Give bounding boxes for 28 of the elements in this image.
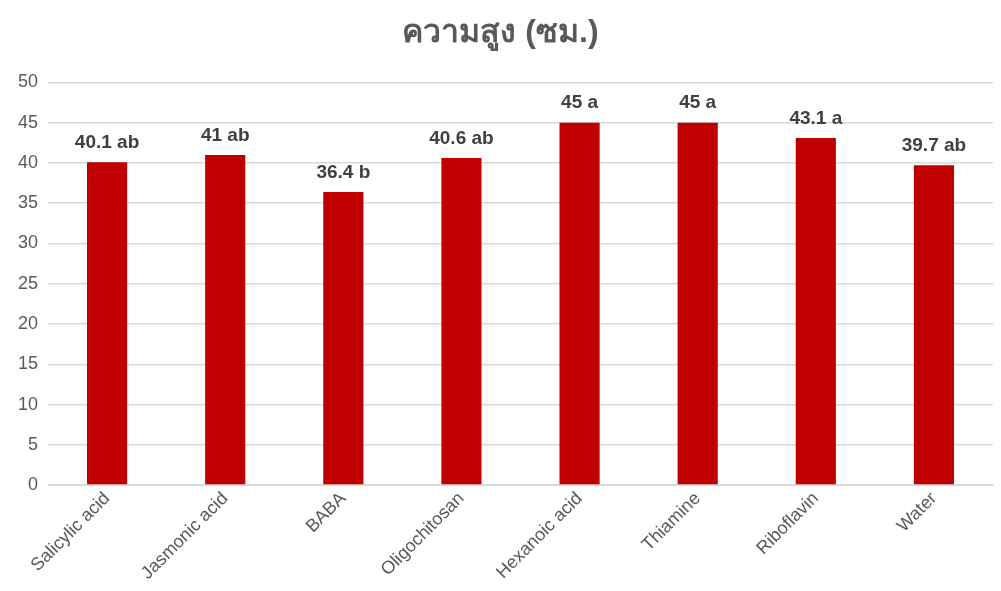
chart-title: ความสูง (ซม.) (402, 13, 599, 53)
data-label: 43.1 a (789, 106, 843, 128)
data-label: 40.1 ab (74, 130, 140, 152)
bar (913, 165, 955, 485)
bar (795, 137, 836, 485)
bar (441, 158, 482, 485)
y-tick-label: 20 (17, 312, 39, 333)
bar (87, 162, 128, 485)
data-label: 36.4 b (316, 160, 371, 182)
bar (323, 191, 364, 485)
bar (205, 154, 246, 485)
data-label: 45 a (679, 91, 717, 113)
y-tick-label: 5 (28, 433, 39, 454)
y-tick-label: 35 (17, 192, 39, 213)
y-tick-label: 15 (17, 353, 39, 374)
y-tick-label: 45 (17, 111, 39, 132)
y-tick-label: 50 (17, 71, 39, 92)
y-tick-label: 0 (28, 474, 39, 495)
y-tick-label: 40 (17, 151, 39, 172)
y-tick-label: 30 (17, 232, 39, 253)
y-tick-label: 10 (17, 393, 39, 414)
y-tick-label: 25 (17, 272, 39, 293)
bar (677, 122, 718, 485)
data-label: 41 ab (200, 123, 250, 145)
bar (559, 122, 600, 485)
data-label: 45 a (561, 91, 599, 113)
data-label: 39.7 ab (901, 134, 967, 156)
data-label: 40.6 ab (429, 126, 494, 148)
